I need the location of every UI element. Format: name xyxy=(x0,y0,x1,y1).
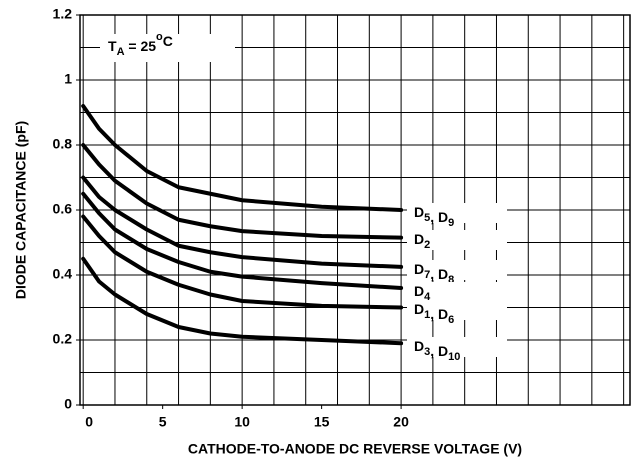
x-tick-label: 15 xyxy=(314,414,330,430)
curve xyxy=(81,175,404,269)
y-axis-label: DIODE CAPACITANCE (pF) xyxy=(13,121,29,299)
y-tick-label: 0.2 xyxy=(53,331,73,347)
curve xyxy=(81,256,404,346)
curve xyxy=(81,191,404,290)
legend-bg xyxy=(407,230,507,250)
legend-label: D1, D6 xyxy=(414,301,454,326)
x-tick-label: 10 xyxy=(234,414,250,430)
y-tick-label: 1 xyxy=(64,71,72,87)
annotation: TA = 25oC xyxy=(108,31,173,58)
y-tick-label: 0.6 xyxy=(53,201,73,217)
x-tick-label: 20 xyxy=(393,414,409,430)
legend-bg xyxy=(407,260,507,280)
legend-bg xyxy=(407,282,507,302)
curve xyxy=(81,214,404,310)
curve xyxy=(81,143,404,240)
y-tick-label: 0.8 xyxy=(53,136,73,152)
legend-label: D4 xyxy=(414,283,431,303)
x-tick-label: 5 xyxy=(159,414,167,430)
legend-label: D7, D8 xyxy=(414,261,454,286)
y-tick-label: 0 xyxy=(64,396,72,412)
curve xyxy=(81,104,404,212)
x-tick-label: 0 xyxy=(85,414,93,430)
y-tick-label: 0.4 xyxy=(53,266,73,282)
legend-bg xyxy=(407,337,507,357)
y-tick-label: 1.2 xyxy=(53,6,73,22)
legend-label: D3, D10 xyxy=(414,338,460,363)
legend-label: D2 xyxy=(414,231,430,251)
annotation-bg xyxy=(100,34,235,62)
legend-bg xyxy=(407,300,507,320)
x-axis-label: CATHODE-TO-ANODE DC REVERSE VOLTAGE (V) xyxy=(188,441,522,457)
legend-label: D5, D9 xyxy=(414,204,454,229)
legend-bg xyxy=(407,203,507,223)
